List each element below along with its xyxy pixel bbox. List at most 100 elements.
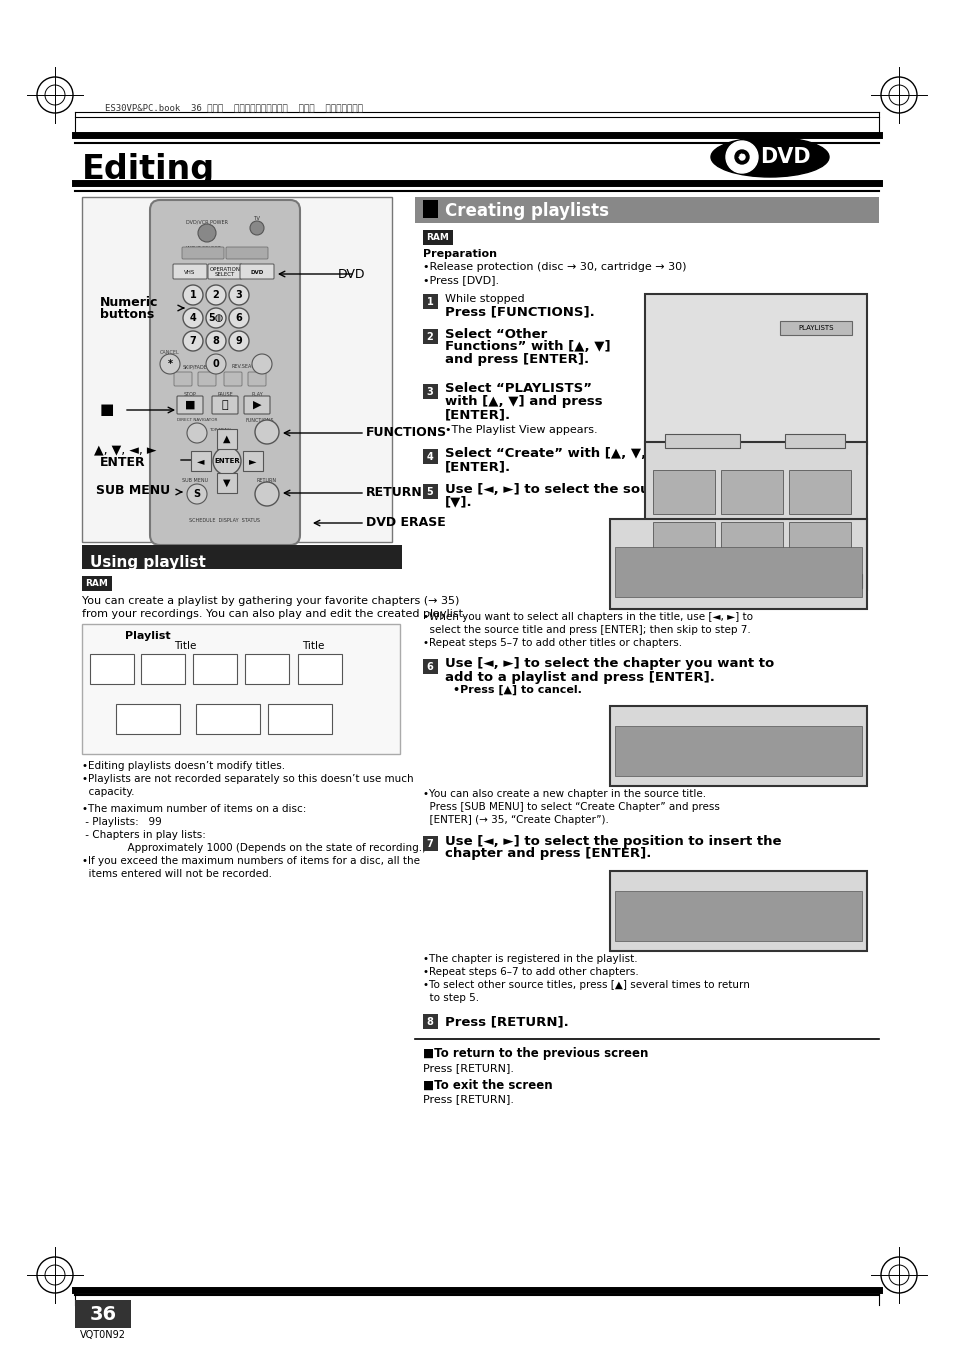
Text: ®DVD-RAM: ®DVD-RAM [615,535,655,540]
Bar [652,521,714,566]
Text: ▼: ▼ [223,478,231,488]
Bar [652,470,714,513]
Text: Playback: Playback [659,323,687,328]
Bar [615,547,862,597]
Text: DIRECT NAVIGATOR: DIRECT NAVIGATOR [176,417,217,422]
Ellipse shape [710,136,828,177]
Text: VHS: VHS [184,269,195,274]
Bar [422,836,437,851]
Circle shape [254,482,278,507]
Text: 0: 0 [213,359,219,369]
FancyBboxPatch shape [248,372,266,386]
Text: VCN Plan: VCN Plan [714,372,742,377]
Text: select the source title and press [ENTER]; then skip to step 7.: select the source title and press [ENTER… [422,626,750,635]
FancyBboxPatch shape [240,263,274,280]
Bar [615,725,862,775]
Bar [644,442,866,590]
Text: Insert Position: Insert Position [615,877,678,885]
Bar [422,484,437,499]
Bar [422,295,437,309]
Text: Schedule: Schedule [659,355,688,361]
Text: Use [◄, ►] to select the position to insert the: Use [◄, ►] to select the position to ins… [444,835,781,847]
Text: 6: 6 [235,313,242,323]
Circle shape [213,447,241,476]
Text: 3: 3 [426,386,433,397]
Text: 6: 6 [426,662,433,671]
Text: SCHEDULE: SCHEDULE [714,355,748,361]
FancyBboxPatch shape [172,263,207,280]
FancyBboxPatch shape [244,396,270,413]
Text: Select “PLAYLISTS”: Select “PLAYLISTS” [444,382,592,396]
Text: 5◍: 5◍ [208,313,223,323]
Text: ES30VP&PC.book  36 ページ  ２００５年２月２１日  月曜日  午後２時３２分: ES30VP&PC.book 36 ページ ２００５年２月２１日 月曜日 午後２… [105,104,363,112]
Text: OPERATION
SELECT: OPERATION SELECT [210,266,240,277]
Text: ■: ■ [100,403,114,417]
Bar [609,519,866,609]
Text: - Chapters in play lists:: - Chapters in play lists: [82,830,206,840]
Text: Chapter: Chapter [304,665,335,674]
Text: Title: Title [301,640,324,651]
Text: Select “Other: Select “Other [444,327,547,340]
Circle shape [250,222,264,235]
Text: items entered will not be recorded.: items entered will not be recorded. [82,869,272,880]
Text: Chapter: Chapter [252,665,282,674]
Text: You can create a playlist by gathering your favorite chapters (→ 35): You can create a playlist by gathering y… [82,596,459,607]
FancyBboxPatch shape [243,451,263,471]
Text: [ENTER] (→ 35, “Create Chapter”).: [ENTER] (→ 35, “Create Chapter”). [422,815,608,825]
Text: [▼].: [▼]. [444,496,472,508]
Text: FUNCTIONS  DVD: FUNCTIONS DVD [649,300,723,308]
FancyBboxPatch shape [208,263,242,280]
Circle shape [183,308,203,328]
Text: CANCEL: CANCEL [160,350,180,354]
FancyBboxPatch shape [216,430,236,449]
Text: with [▲, ▼] and press: with [▲, ▼] and press [444,396,602,408]
Text: SCHEDULE  DISPLAY  STATUS: SCHEDULE DISPLAY STATUS [190,517,260,523]
Bar [720,521,782,566]
Text: Press [RETURN].: Press [RETURN]. [422,1094,514,1104]
Text: ENTER: ENTER [100,457,146,470]
Bar [82,624,399,754]
Text: 7: 7 [190,336,196,346]
Text: SKIP/FADER: SKIP/FADER [183,365,211,370]
Bar [725,574,785,588]
Text: 8: 8 [426,1017,433,1027]
Text: Editing: Editing [82,154,214,186]
Text: Use [◄, ►] to select the source title and press: Use [◄, ►] to select the source title an… [444,482,785,496]
Bar [644,295,866,454]
Text: TOP MENU: TOP MENU [209,428,231,432]
Bar [422,384,437,399]
Text: Use [◄, ►] to select the chapter you want to: Use [◄, ►] to select the chapter you wan… [444,658,774,670]
Bar [780,322,851,335]
Text: •The Playlist View appears.: •The Playlist View appears. [444,426,597,435]
Text: TV/VIDEO: TV/VIDEO [235,246,258,251]
Bar [422,659,437,674]
Circle shape [198,224,215,242]
FancyBboxPatch shape [198,372,215,386]
Bar [268,704,332,734]
FancyBboxPatch shape [182,247,224,259]
Bar [90,654,133,684]
Bar [720,470,782,513]
Text: ■To return to the previous screen: ■To return to the previous screen [422,1047,648,1061]
Text: TV: TV [253,216,260,220]
Bar [422,230,453,245]
Text: •When you want to select all chapters in the title, use [◄, ►] to: •When you want to select all chapters in… [422,612,752,621]
Text: SETUP: SETUP [794,355,814,361]
Bar [649,574,709,588]
Text: from your recordings. You can also play and edit the created playlist.: from your recordings. You can also play … [82,609,466,619]
Text: Press [SUB MENU] to select “Create Chapter” and press: Press [SUB MENU] to select “Create Chapt… [422,802,720,812]
FancyBboxPatch shape [224,372,242,386]
Text: Using playlist: Using playlist [90,554,206,570]
Text: SUB MENU: SUB MENU [182,478,208,484]
Text: •To select other source titles, press [▲] several times to return: •To select other source titles, press [▲… [422,979,749,990]
Text: •Press [▲] to cancel.: •Press [▲] to cancel. [453,685,581,696]
Bar [82,576,112,590]
Bar [664,434,740,449]
Text: ■: ■ [185,400,195,409]
Text: PAUSE: PAUSE [217,392,233,396]
Text: 5: 5 [426,486,433,497]
Text: add to a playlist and press [ENTER].: add to a playlist and press [ENTER]. [444,670,714,684]
Text: Playlist: Playlist [134,715,162,724]
Text: Select “Create” with [▲, ▼, ◄, ►] and press: Select “Create” with [▲, ▼, ◄, ►] and pr… [444,447,764,461]
Text: STOP: STOP [183,392,196,396]
